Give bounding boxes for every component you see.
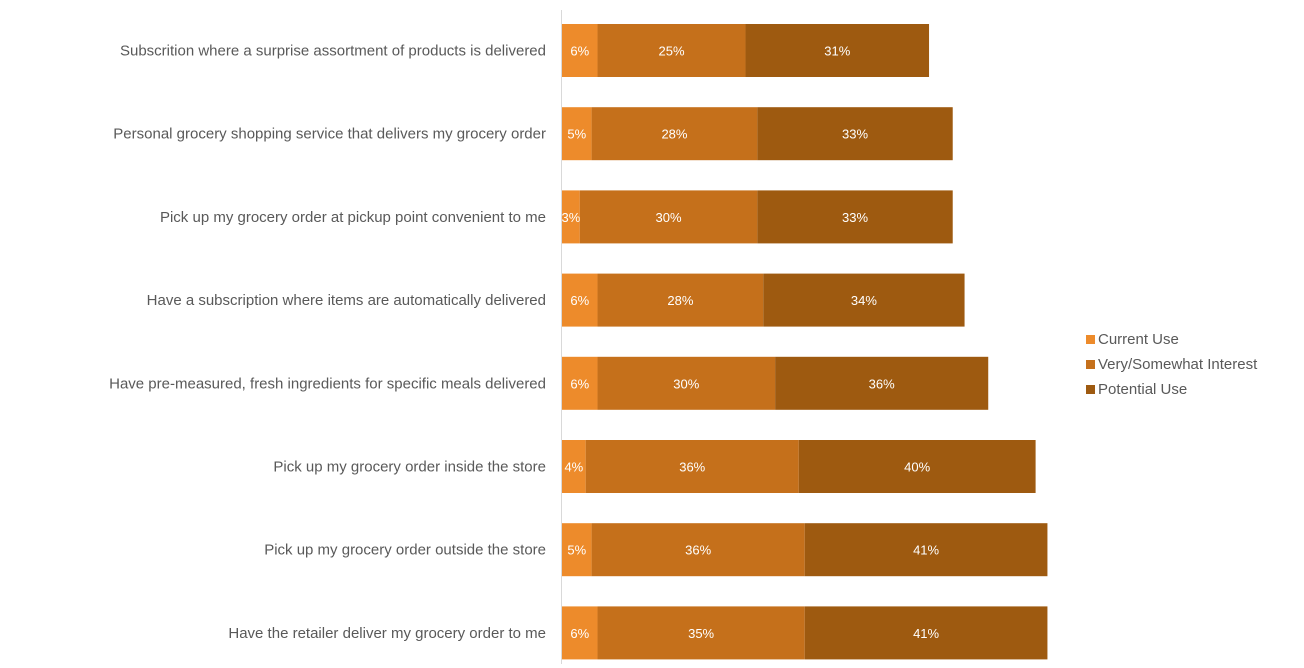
data-label: 41% (913, 543, 939, 558)
data-label: 5% (567, 543, 586, 558)
legend-label: Very/Somewhat Interest (1098, 356, 1258, 373)
data-label: 5% (567, 127, 586, 142)
bar-segment (597, 24, 746, 77)
category-label: Have a subscription where items are auto… (147, 292, 546, 309)
bars: 6% 25% 31% 5% 28% 33% 3% 30% 33% 6% 28% 34% 6% 30% 36%… (561, 24, 1048, 660)
data-label: 31% (824, 44, 850, 59)
data-label: 6% (570, 44, 589, 59)
legend-label: Current Use (1098, 331, 1179, 348)
bar-segment (757, 107, 953, 161)
category-label: Personal grocery shopping service that d… (113, 126, 546, 143)
legend-swatch (1086, 335, 1095, 344)
legend: Current Use Very/Somewhat Interest Potenti… (1086, 331, 1258, 398)
bar-segment (562, 356, 598, 410)
bar-segment (579, 190, 758, 244)
category-label: Pick up my grocery order outside the sto… (264, 542, 546, 559)
bar-segment (804, 523, 1048, 577)
bar-segment (763, 273, 965, 327)
bar-segment (597, 606, 805, 660)
data-label: 28% (661, 127, 687, 142)
data-label: 40% (904, 460, 930, 475)
bar-segment (775, 356, 989, 410)
category-label: Have the retailer deliver my grocery ord… (228, 625, 546, 642)
data-label: 33% (842, 210, 868, 225)
data-label: 36% (869, 376, 895, 391)
bar-segment (562, 24, 598, 77)
legend-label: Potential Use (1098, 381, 1187, 398)
data-label: 35% (688, 626, 714, 641)
bar-segment (597, 273, 764, 327)
data-label: 28% (667, 293, 693, 308)
data-label: 4% (564, 460, 583, 475)
bar-segment (562, 107, 592, 161)
data-label: 33% (842, 127, 868, 142)
data-label: 30% (673, 376, 699, 391)
data-label: 3% (561, 210, 580, 225)
bar-segment (804, 606, 1048, 660)
category-labels: Subscrition where a surprise assortment … (109, 43, 546, 642)
bar-segment (562, 440, 586, 493)
data-label: 41% (913, 626, 939, 641)
legend-swatch (1086, 360, 1095, 369)
bar-segment (562, 190, 580, 244)
bar-segment (597, 356, 776, 410)
bar-segment (757, 190, 953, 244)
bar-segment (745, 24, 930, 77)
category-label: Have pre-measured, fresh ingredients for… (109, 375, 546, 392)
bar-segment (562, 606, 598, 660)
data-label: 36% (685, 543, 711, 558)
category-label: Subscrition where a surprise assortment … (120, 43, 546, 60)
legend-swatch (1086, 385, 1095, 394)
category-label: Pick up my grocery order inside the stor… (273, 459, 546, 476)
bar-segment (591, 523, 805, 577)
data-label: 25% (659, 44, 685, 59)
data-label: 6% (570, 626, 589, 641)
category-label: Pick up my grocery order at pickup point… (160, 209, 546, 226)
bar-segment (562, 273, 598, 327)
bar-segment (798, 440, 1036, 493)
bar-segment (585, 440, 799, 493)
bar-segment (591, 107, 758, 161)
data-label: 30% (656, 210, 682, 225)
data-label: 6% (570, 376, 589, 391)
data-label: 6% (570, 293, 589, 308)
bar-segment (562, 523, 592, 577)
data-label: 34% (851, 293, 877, 308)
data-label: 36% (679, 460, 705, 475)
